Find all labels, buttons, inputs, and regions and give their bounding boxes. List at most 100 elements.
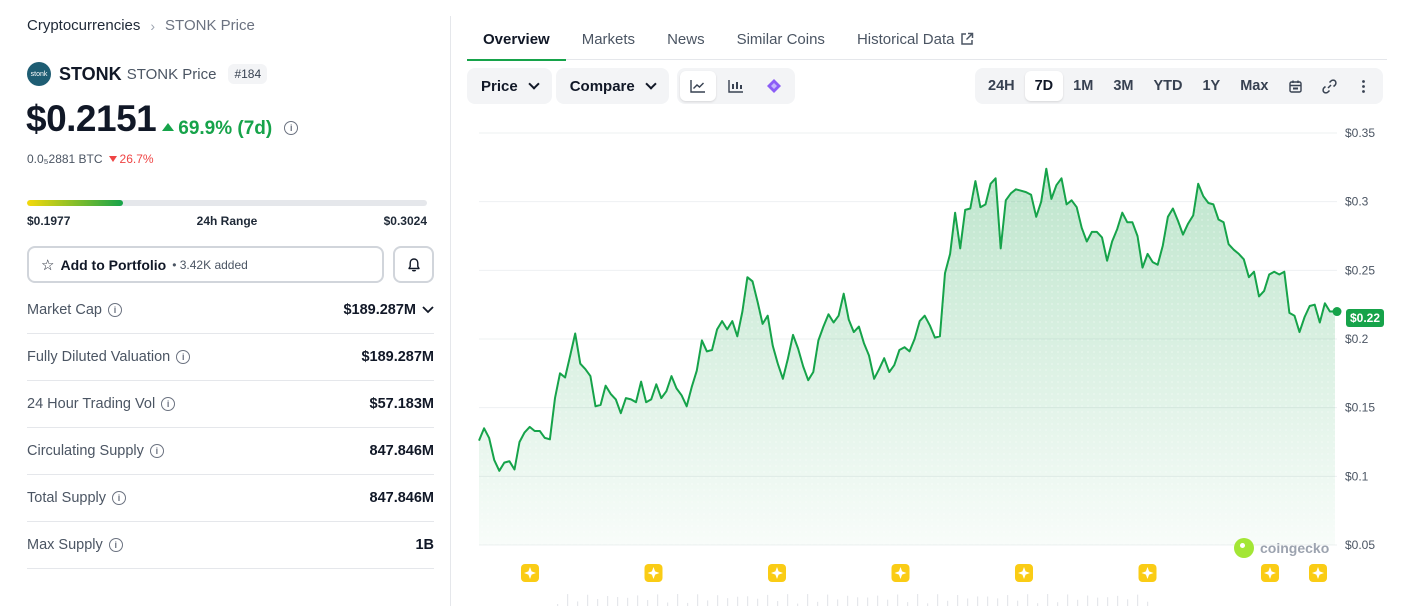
- stat-label: 24 Hour Trading Vol i: [27, 396, 176, 412]
- diamond-icon: [766, 79, 781, 93]
- event-marker-icon[interactable]: [644, 564, 663, 582]
- price-dropdown[interactable]: Price: [467, 68, 552, 104]
- stat-label: Total Supply i: [27, 490, 126, 506]
- volume-bar: [757, 598, 759, 606]
- candlestick-icon: [728, 80, 743, 93]
- volume-bar: [1007, 595, 1009, 606]
- add-to-portfolio-button[interactable]: ☆ Add to Portfolio • 3.42K added: [27, 246, 384, 283]
- stat-value[interactable]: $189.287M: [343, 302, 434, 318]
- info-icon[interactable]: i: [107, 303, 122, 317]
- volume-bar: [797, 603, 799, 606]
- range-label: 24h Range: [196, 214, 258, 228]
- volume-bar: [1127, 599, 1129, 606]
- range-max-button[interactable]: Max: [1240, 78, 1269, 94]
- info-icon[interactable]: i: [108, 538, 123, 552]
- range-7d-button[interactable]: 7D: [1024, 71, 1064, 101]
- volume-bar: [997, 598, 999, 606]
- chart-view-toggle: [676, 68, 795, 104]
- price-change-value: 69.9% (7d): [178, 117, 273, 139]
- stat-value-text: 847.846M: [369, 443, 435, 459]
- current-price-dot: [1332, 307, 1342, 317]
- y-tick-label: $0.35: [1345, 126, 1375, 140]
- tab-similar-coins[interactable]: Similar Coins: [721, 18, 841, 60]
- tab-historical-data[interactable]: Historical Data: [841, 18, 991, 60]
- btc-change: 26.7%: [108, 152, 154, 166]
- stat-label: Circulating Supply i: [27, 443, 164, 459]
- tab-news[interactable]: News: [651, 18, 721, 60]
- volume-bar: [1147, 601, 1149, 606]
- coingecko-watermark: coingecko: [1234, 538, 1329, 558]
- volume-bar: [1117, 595, 1119, 606]
- volume-bar: [1027, 594, 1029, 606]
- breadcrumb-cryptocurrencies[interactable]: Cryptocurrencies: [27, 17, 141, 34]
- info-icon[interactable]: i: [112, 491, 126, 505]
- stat-label-text: 24 Hour Trading Vol: [27, 396, 156, 412]
- tab-markets[interactable]: Markets: [566, 18, 651, 60]
- volume-bar: [707, 600, 709, 606]
- info-icon[interactable]: i: [284, 121, 299, 135]
- info-icon[interactable]: i: [176, 350, 191, 364]
- stat-row: Circulating Supply i 847.846M: [27, 428, 434, 475]
- line-chart-view-button[interactable]: [679, 71, 716, 101]
- volume-bar: [657, 594, 659, 606]
- volume-bar: [967, 598, 969, 606]
- range-1m-button[interactable]: 1M: [1073, 78, 1094, 94]
- event-marker-icon[interactable]: [1261, 564, 1279, 582]
- event-marker-icon[interactable]: [1138, 564, 1157, 582]
- range-ytd-button[interactable]: YTD: [1153, 78, 1183, 94]
- range-3m-button[interactable]: 3M: [1113, 78, 1134, 94]
- y-tick-label: $0.2: [1345, 332, 1369, 346]
- volume-bar: [587, 594, 589, 606]
- volume-bar: [867, 597, 869, 606]
- stat-value: 1B: [415, 537, 434, 553]
- caret-down-icon: [108, 156, 117, 162]
- price-alert-button[interactable]: [393, 246, 434, 283]
- y-tick-label: $0.1: [1345, 469, 1369, 483]
- price-chart-svg: $0.35 $0.3 $0.25 $0.2 $0.15 $0.1 $0.05: [478, 126, 1375, 606]
- stat-row: Total Supply i 847.846M: [27, 475, 434, 522]
- volume-bar: [987, 596, 989, 606]
- add-to-portfolio-label: Add to Portfolio: [60, 256, 167, 273]
- time-range-selector: 24H 7D 1M 3M YTD 1Y Max: [975, 68, 1384, 104]
- more-options-button[interactable]: [1346, 71, 1380, 101]
- tab-overview[interactable]: Overview: [467, 18, 566, 61]
- stat-label: Max Supply i: [27, 537, 123, 553]
- compare-dropdown-label: Compare: [569, 77, 635, 95]
- price-row: $0.2151 69.9% (7d) i: [26, 98, 299, 140]
- event-marker-icon[interactable]: [768, 564, 786, 582]
- stat-value-text: $189.287M: [343, 302, 416, 318]
- info-icon[interactable]: i: [149, 444, 164, 458]
- volume-bar: [1067, 594, 1069, 606]
- compare-dropdown[interactable]: Compare: [555, 68, 669, 104]
- range-24h-button[interactable]: 24H: [988, 78, 1015, 94]
- volume-bar: [1017, 600, 1019, 606]
- btc-price-row: 0.0₅2881 BTC 26.7%: [27, 152, 154, 166]
- volume-bar: [947, 600, 949, 606]
- volume-bar: [827, 594, 829, 606]
- volume-bar: [1107, 597, 1109, 606]
- external-link-icon: [961, 32, 974, 45]
- volume-bar: [767, 594, 769, 606]
- event-marker-icon[interactable]: [891, 564, 910, 582]
- stat-value: 847.846M: [370, 490, 435, 506]
- event-marker-icon[interactable]: [1309, 564, 1327, 582]
- btc-price: 0.0₅2881 BTC: [27, 152, 103, 166]
- volume-bar: [627, 597, 629, 606]
- stat-value-text: $189.287M: [361, 349, 434, 365]
- tradingview-button[interactable]: [756, 71, 792, 101]
- share-link-button[interactable]: [1312, 71, 1346, 101]
- breadcrumb-current: STONK Price: [165, 17, 255, 34]
- stat-label-text: Circulating Supply: [27, 443, 144, 459]
- volume-bar: [607, 596, 609, 606]
- stat-label-text: Max Supply: [27, 537, 103, 553]
- info-icon[interactable]: i: [161, 397, 176, 411]
- y-tick-label: $0.3: [1345, 195, 1369, 209]
- event-marker-icon[interactable]: [1015, 564, 1033, 582]
- more-vertical-icon: [1362, 79, 1365, 93]
- candlestick-view-button[interactable]: [718, 71, 754, 101]
- range-1y-button[interactable]: 1Y: [1202, 78, 1221, 94]
- event-marker-icon[interactable]: [521, 564, 539, 582]
- calendar-button[interactable]: [1278, 71, 1312, 101]
- tab-label: Overview: [483, 31, 550, 48]
- volume-bar: [1077, 599, 1079, 606]
